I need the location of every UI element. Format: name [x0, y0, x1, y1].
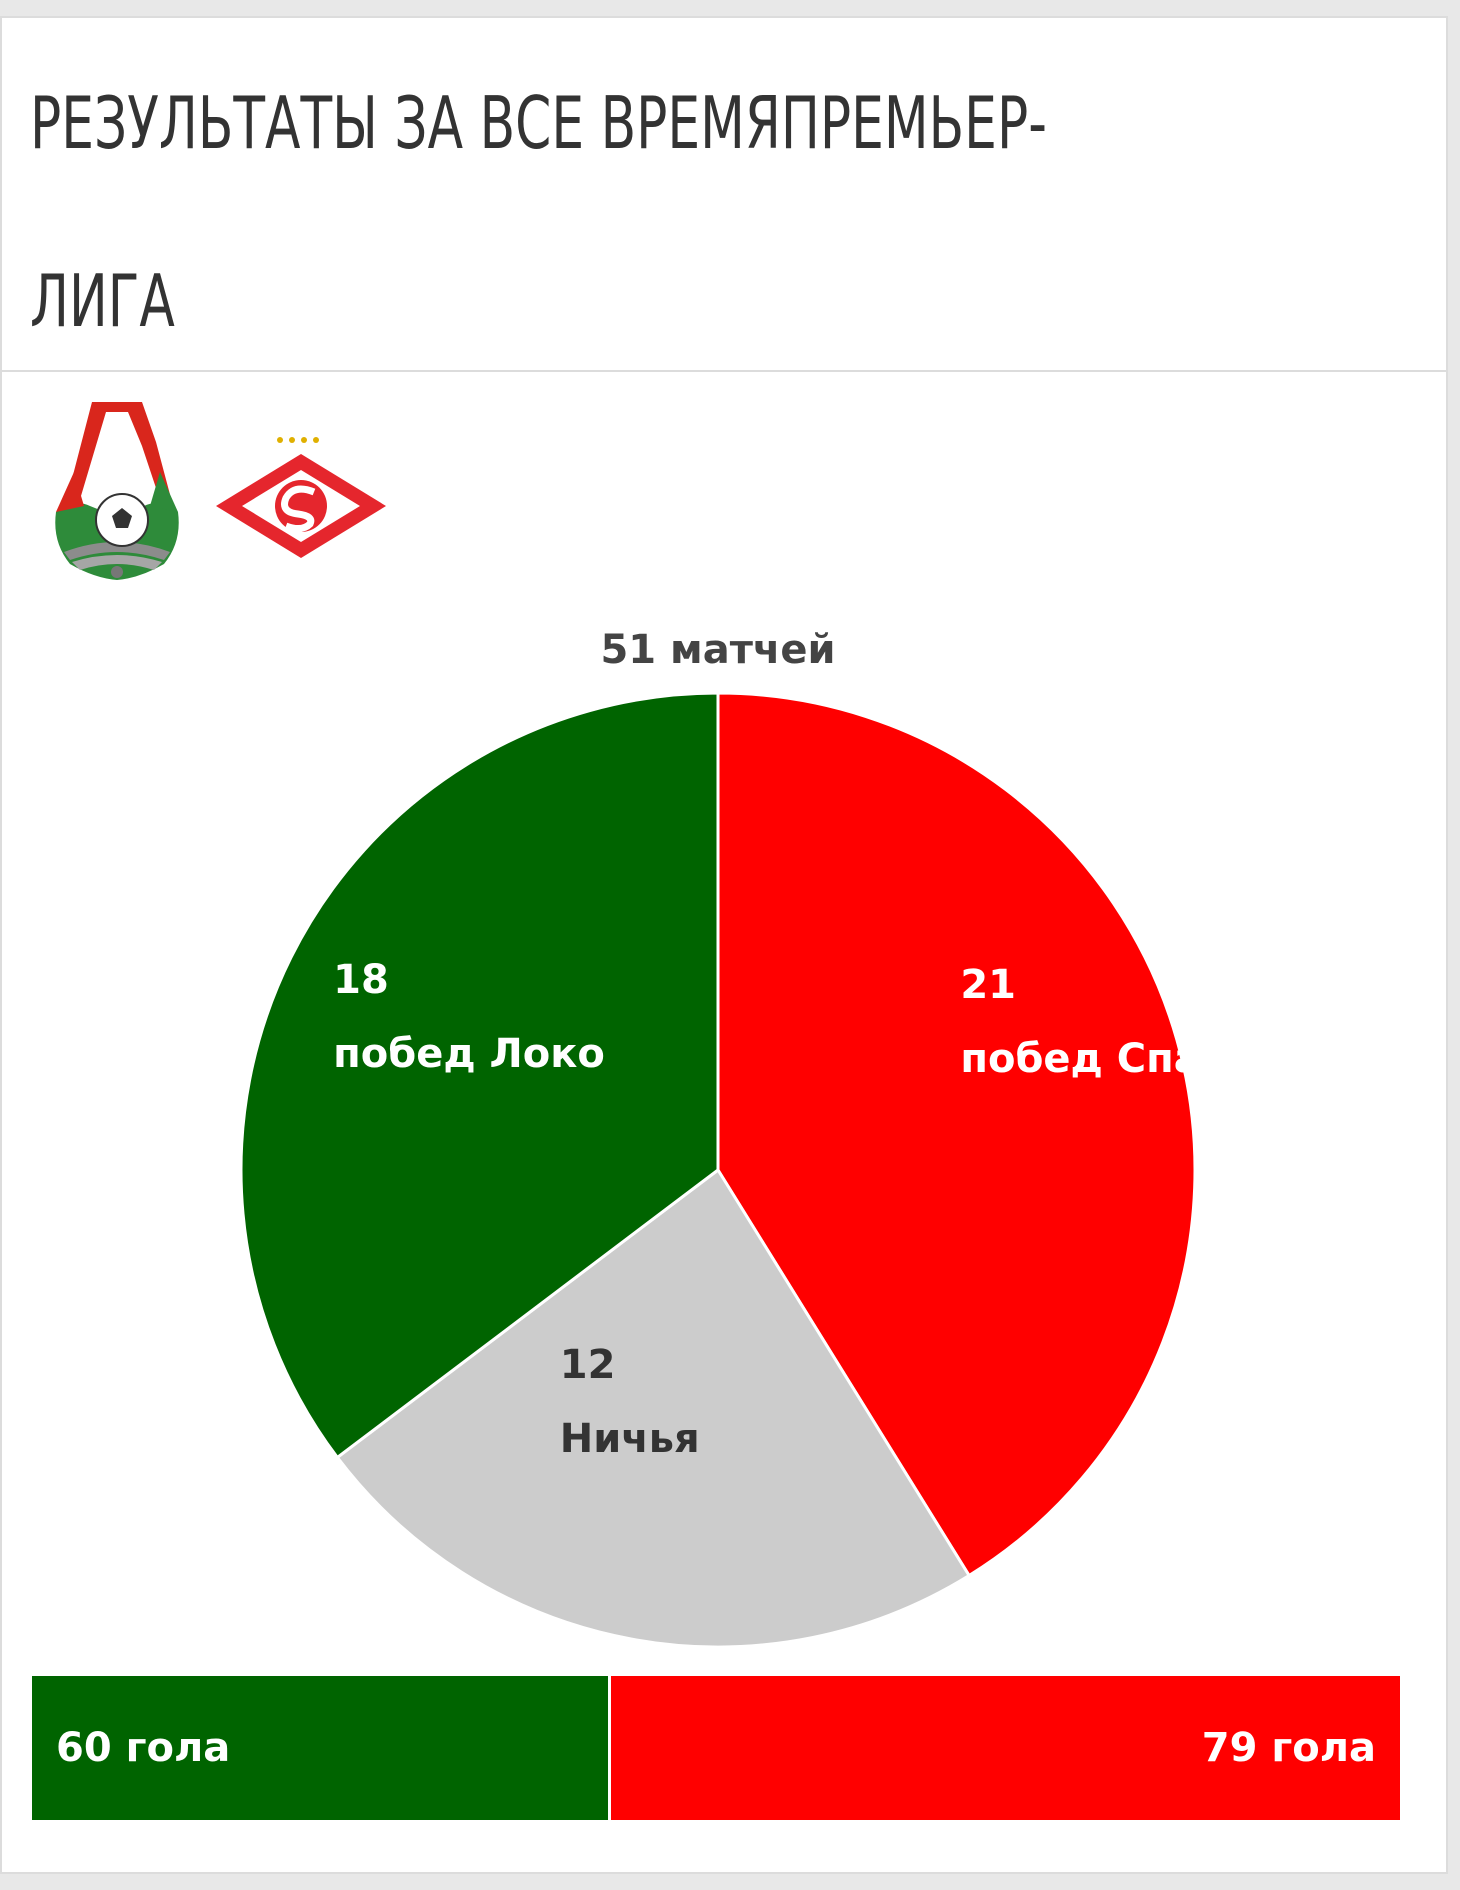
loko-goals-label: 60 гола	[56, 1725, 231, 1771]
pie-label-text: побед Спарта	[960, 1036, 1279, 1082]
loko-wins-label: 18 побед Локо	[333, 957, 605, 1077]
spartak-goals-segment: 79 гола	[610, 1676, 1400, 1820]
spartak-wins-slice	[716, 691, 1197, 1578]
pie-label-number: 21	[960, 962, 1016, 1008]
spartak-logo-icon	[216, 437, 386, 558]
title-line-1: РЕЗУЛЬТАТЫ ЗА ВСЕ ВРЕМЯПРЕМЬЕР-	[30, 81, 1047, 165]
spartak-wins-label: 21 побед Спарта	[960, 962, 1279, 1082]
pie-labels: 21 побед Спарта 12 Ничья 18 побед Локо	[333, 957, 1279, 1462]
pie-label-number: 18	[333, 957, 389, 1003]
title-line-2: ЛИГА	[30, 259, 175, 343]
pie-slices	[239, 691, 1197, 1649]
pie-label-number: 12	[560, 1342, 616, 1388]
draws-label: 12 Ничья	[560, 1342, 700, 1462]
goals-bar: 60 гола 79 гола	[32, 1676, 1400, 1820]
loko-goals-segment: 60 гола	[32, 1676, 611, 1820]
draws-slice	[335, 1167, 972, 1649]
pie-label-text: Ничья	[560, 1416, 700, 1462]
loko-wins-slice	[239, 691, 720, 1460]
lokomotiv-logo-icon	[55, 402, 179, 580]
spartak-goals-label: 79 гола	[1201, 1725, 1376, 1771]
pie-label-text: побед Локо	[333, 1031, 605, 1077]
total-matches-label: 51 матчей	[600, 627, 835, 673]
page-title: РЕЗУЛЬТАТЫ ЗА ВСЕ ВРЕМЯПРЕМЬЕР- ЛИГА	[30, 58, 1047, 414]
card-header: РЕЗУЛЬТАТЫ ЗА ВСЕ ВРЕМЯПРЕМЬЕР- ЛИГА	[2, 18, 1446, 372]
